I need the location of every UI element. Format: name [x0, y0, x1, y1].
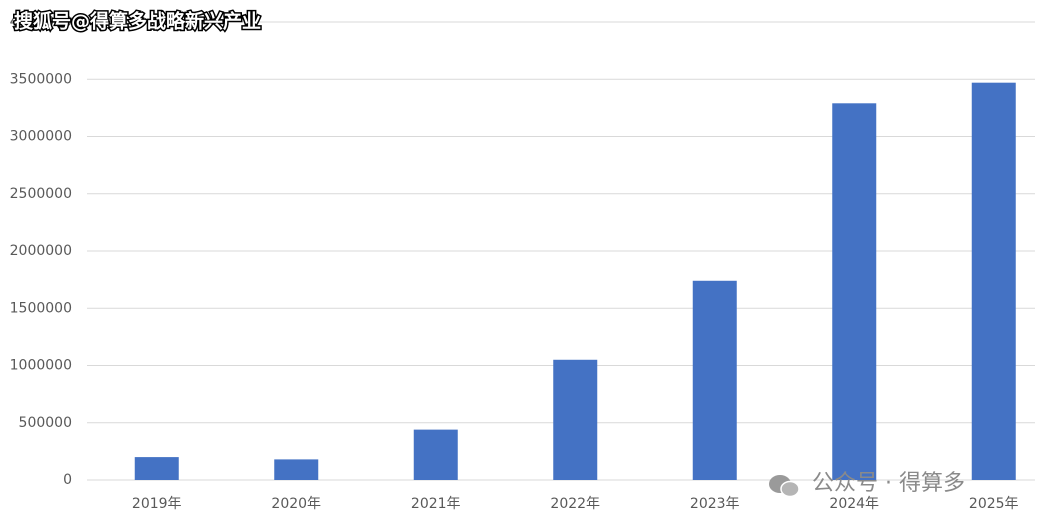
x-tick-label: 2020年	[271, 496, 321, 512]
watermark: 搜狐号@得算多战略新兴产业	[14, 10, 261, 33]
x-tick-label: 2024年	[829, 496, 879, 512]
y-tick-label: 2500000	[10, 186, 72, 202]
bar	[553, 359, 598, 480]
icon-bubble	[780, 480, 800, 498]
wechat-icon	[769, 475, 800, 498]
bar	[971, 82, 1016, 480]
y-tick-label: 1000000	[10, 358, 72, 374]
bar	[413, 429, 458, 480]
bar	[274, 459, 319, 480]
x-tick-label: 2025年	[969, 496, 1019, 512]
y-tick-label: 3000000	[10, 129, 72, 145]
y-tick-label: 1500000	[10, 300, 72, 316]
bar	[134, 457, 179, 480]
bar	[832, 103, 877, 481]
y-tick-label: 0	[63, 472, 72, 488]
y-tick-label: 2000000	[10, 243, 72, 259]
bar	[692, 280, 737, 480]
x-tick-label: 2019年	[132, 496, 182, 512]
watermark: 公众号 · 得算多	[812, 471, 965, 496]
x-tick-label: 2022年	[550, 496, 600, 512]
y-tick-label: 4000000	[10, 14, 72, 30]
x-tick-label: 2021年	[411, 496, 461, 512]
x-tick-label: 2023年	[690, 496, 740, 512]
y-tick-label: 3500000	[10, 71, 72, 87]
y-tick-label: 500000	[19, 415, 72, 431]
